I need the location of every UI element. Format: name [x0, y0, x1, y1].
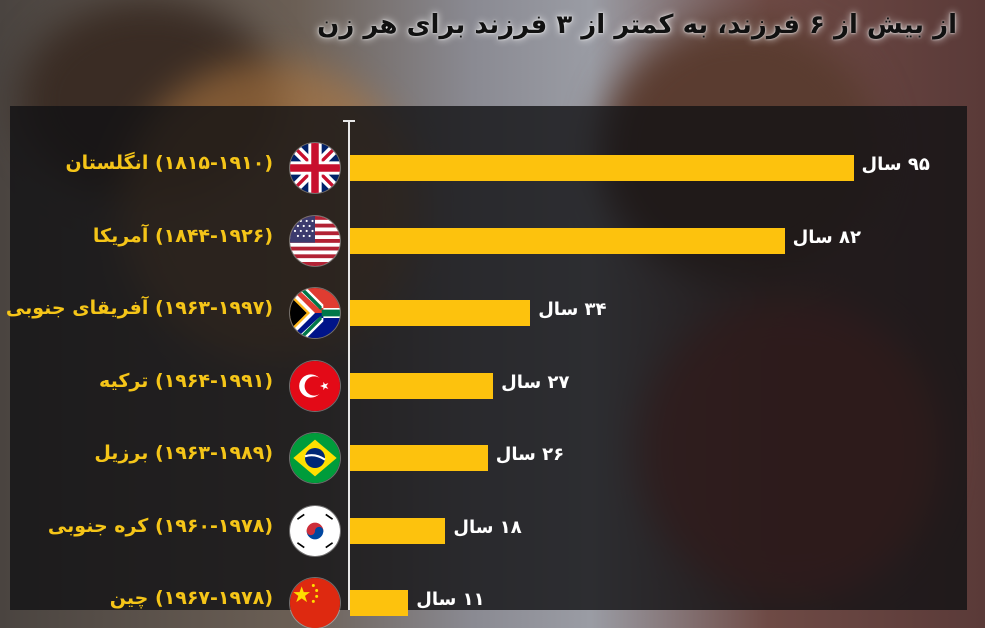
bar: [350, 300, 531, 326]
value-label: ۲۷ سال: [501, 371, 570, 393]
category-label: (۱۹۶۳-۱۹۹۷) آفریقای جنوبی: [5, 297, 273, 319]
brazil-flag-icon: [290, 433, 340, 483]
category-label: (۱۹۶۳-۱۹۸۹) برزیل: [94, 442, 273, 464]
bar: [350, 517, 446, 544]
category-label: (۱۸۴۴-۱۹۲۶) آمریکا: [92, 224, 273, 247]
bar-row: (۱۹۶۴-۱۹۹۱) ترکیه ۲۷ سال: [0, 366, 985, 406]
south-korea-flag-icon: [290, 506, 340, 556]
bar-row: (۱۹۶۷-۱۹۷۸) چین ۱۱ سال: [0, 583, 985, 623]
category-label: (۱۹۶۴-۱۹۹۱) ترکیه: [99, 369, 273, 392]
bar: [350, 445, 488, 471]
china-flag-icon: [290, 578, 340, 628]
usa-flag-icon: [290, 216, 340, 266]
bar: [350, 590, 409, 616]
category-label: (۱۸۱۵-۱۹۱۰) انگلستان: [65, 152, 273, 174]
uk-flag-icon: [290, 143, 340, 193]
bar-row: (۱۹۶۳-۱۹۹۷) آفریقای جنوبی ۳۴ سال: [0, 293, 985, 333]
turkey-flag-icon: [290, 361, 340, 411]
value-label: ۸۲ سال: [792, 226, 861, 248]
chart-panel: [10, 106, 967, 610]
bar: [350, 155, 854, 181]
value-label: ۹۵ سال: [861, 154, 930, 175]
bar: [350, 227, 785, 254]
value-label: ۱۸ سال: [453, 516, 522, 538]
bar-row: (۱۸۴۴-۱۹۲۶) آمریکا ۸۲ سال: [0, 221, 985, 261]
bar-row: (۱۸۱۵-۱۹۱۰) انگلستان ۹۵ سال: [0, 148, 985, 188]
bar-row: (۱۹۶۰-۱۹۷۸) کره جنوبی ۱۸ سال: [0, 511, 985, 551]
category-label: (۱۹۶۰-۱۹۷۸) کره جنوبی: [47, 514, 273, 537]
y-axis-line: [348, 121, 350, 610]
category-label: (۱۹۶۷-۱۹۷۸) چین: [109, 587, 273, 609]
bar: [350, 372, 494, 399]
header: از بیش از ۶ فرزند، به کمتر از ۳ فرزند بر…: [0, 0, 985, 62]
south-africa-flag-icon: [290, 288, 340, 338]
chart-title: از بیش از ۶ فرزند، به کمتر از ۳ فرزند بر…: [317, 10, 957, 40]
value-label: ۲۶ سال: [495, 444, 565, 465]
bar-row: (۱۹۶۳-۱۹۸۹) برزیل ۲۶ سال: [0, 438, 985, 478]
value-label: ۱۱ سال: [416, 589, 485, 610]
value-label: ۳۴ سال: [538, 299, 607, 320]
